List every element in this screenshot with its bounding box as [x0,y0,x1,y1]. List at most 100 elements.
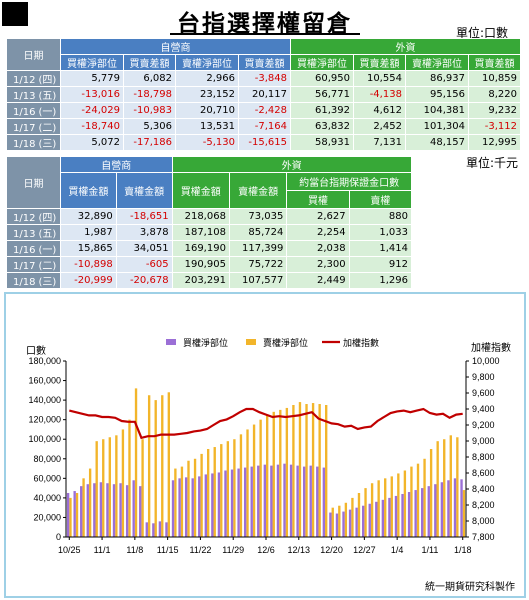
unit-label-bottom: 單位:千元 [466,156,519,170]
table-cell: 6,082 [123,70,176,87]
y-tick-label: 120,000 [28,415,61,425]
table-cell: 48,157 [404,134,469,151]
y-tick-label: 100,000 [28,434,61,444]
table-cell: -605 [115,256,173,273]
table-row: 1/12 (四) 5,779 6,082 2,966 -3,848 60,950 10,554… [6,70,522,87]
bar-call [198,476,201,537]
bar-call [302,466,306,537]
bar-put [416,463,420,537]
bar-call [335,513,339,537]
table-cell: -15,615 [238,134,291,151]
table-cell: 20,710 [174,102,240,119]
weekday-text: (五) [38,91,57,102]
table-amount: 日期 自營商 外資 買權金額 賣權金額 買權金額 賣權金額 約當台指期保證金口數 買權 賣權… [6,156,413,289]
bar-call [421,488,424,537]
table-cell: 10,859 [467,70,522,87]
table-cell: 203,291 [171,272,230,289]
table-cell: 101,304 [404,118,469,135]
bar-put [443,439,446,537]
table-cell: 60,950 [289,70,354,87]
bar-put [292,405,295,537]
bar-call [112,484,116,537]
table-row: 1/13 (五) 1,987 3,878 187,108 85,724 2,254 1,033 [6,224,413,241]
date-text: 1/16 [13,245,36,256]
bar-call [348,509,352,537]
bar-call [289,464,293,537]
bar-put [180,466,184,537]
bar-put [88,468,92,537]
table-cell: 2,254 [286,224,350,241]
x-tick-label: 12/20 [320,545,343,555]
table1-col-header: 買賣差額 [352,54,406,71]
bar-put [226,441,230,537]
table-row: 1/13 (五) -13,016 -18,798 23,152 20,117 56,771-… [6,86,522,103]
bar-call [401,493,404,537]
bar-call [283,463,286,537]
bar-call [388,497,391,537]
date-cell: 1/12 (四) [6,208,61,225]
table1-col-header: 買賣差額 [467,54,522,71]
bar-put [370,483,374,537]
y2-tick-label: 9,600 [472,388,495,398]
bar-call [171,480,175,537]
date-text: 1/16 [13,107,36,118]
bar-put [423,458,426,537]
table-cell: -7,164 [238,118,291,135]
table2-subgroup: 約當台指期保證金口數 買權 賣權 [286,172,412,209]
table-position: 日期 自營商 外資 買權淨部位 買賣差額 賣權淨部位 買賣差額 買權淨部位 買賣差額 賣權淨… [6,38,522,151]
table-cell: 190,905 [171,256,230,273]
table1-col-header: 賣權淨部位 [174,54,240,71]
bar-call [125,485,129,537]
date-text: 1/13 [13,229,36,240]
date-text: 1/17 [13,261,36,272]
table-cell: 73,035 [228,208,288,225]
x-tick-label: 1/18 [454,545,472,555]
weekday-text: (三) [38,277,57,288]
table-cell: 2,627 [286,208,350,225]
bar-put [174,468,177,537]
table2-col-header: 賣權金額 [115,172,173,209]
table-cell: 218,068 [171,208,230,225]
table-row: 1/17 (二) -18,740 5,306 13,531 -7,164 63,832 2,4… [6,118,522,135]
table-row: 1/16 (一) 15,865 34,051 169,190 117,399 2,038 1,… [6,240,413,257]
table-cell: -4,138 [352,86,406,103]
bar-call [184,477,188,537]
weekday-text: (二) [38,123,57,134]
bar-put [305,404,308,537]
bar-call [99,482,103,537]
table-cell: 34,051 [115,240,173,257]
y2-tick-label: 8,600 [472,468,495,478]
bar-put [266,414,269,537]
bar-call [139,486,142,537]
table-cell: 5,779 [59,70,125,87]
bar-call [158,521,162,537]
bar-put [390,476,393,537]
y2-tick-label: 9,400 [472,404,495,414]
x-tick-label: 12/27 [353,545,376,555]
table1-group-dealer: 自營商 [60,38,291,55]
bar-put [377,480,380,537]
x-tick-label: 11/29 [222,545,244,555]
x-tick-label: 11/22 [189,545,211,555]
bar-call [270,465,273,537]
table-cell: -20,999 [60,272,117,289]
y-tick-label: 60,000 [33,473,61,483]
bar-put [147,395,151,537]
table-cell: 2,449 [286,272,350,289]
table-cell: -10,898 [60,256,117,273]
legend-call-swatch [166,339,176,345]
bar-call [309,465,312,537]
table2-subgroup-title: 約當台指期保證金口數 [287,173,411,191]
table-cell: 85,724 [228,224,288,241]
x-tick-label: 12/6 [257,545,275,555]
bar-call [375,501,378,537]
table-cell: 1,414 [348,240,413,257]
bar-call [66,493,70,537]
bar-put [456,437,459,537]
page-title: 台指選擇權留倉 [177,11,352,37]
date-cell: 1/18 (三) [6,272,61,289]
table2-group-foreign: 外資 [171,156,413,173]
table-cell: -18,798 [123,86,176,103]
bar-put [239,434,243,537]
y-tick-label: 160,000 [28,376,61,386]
